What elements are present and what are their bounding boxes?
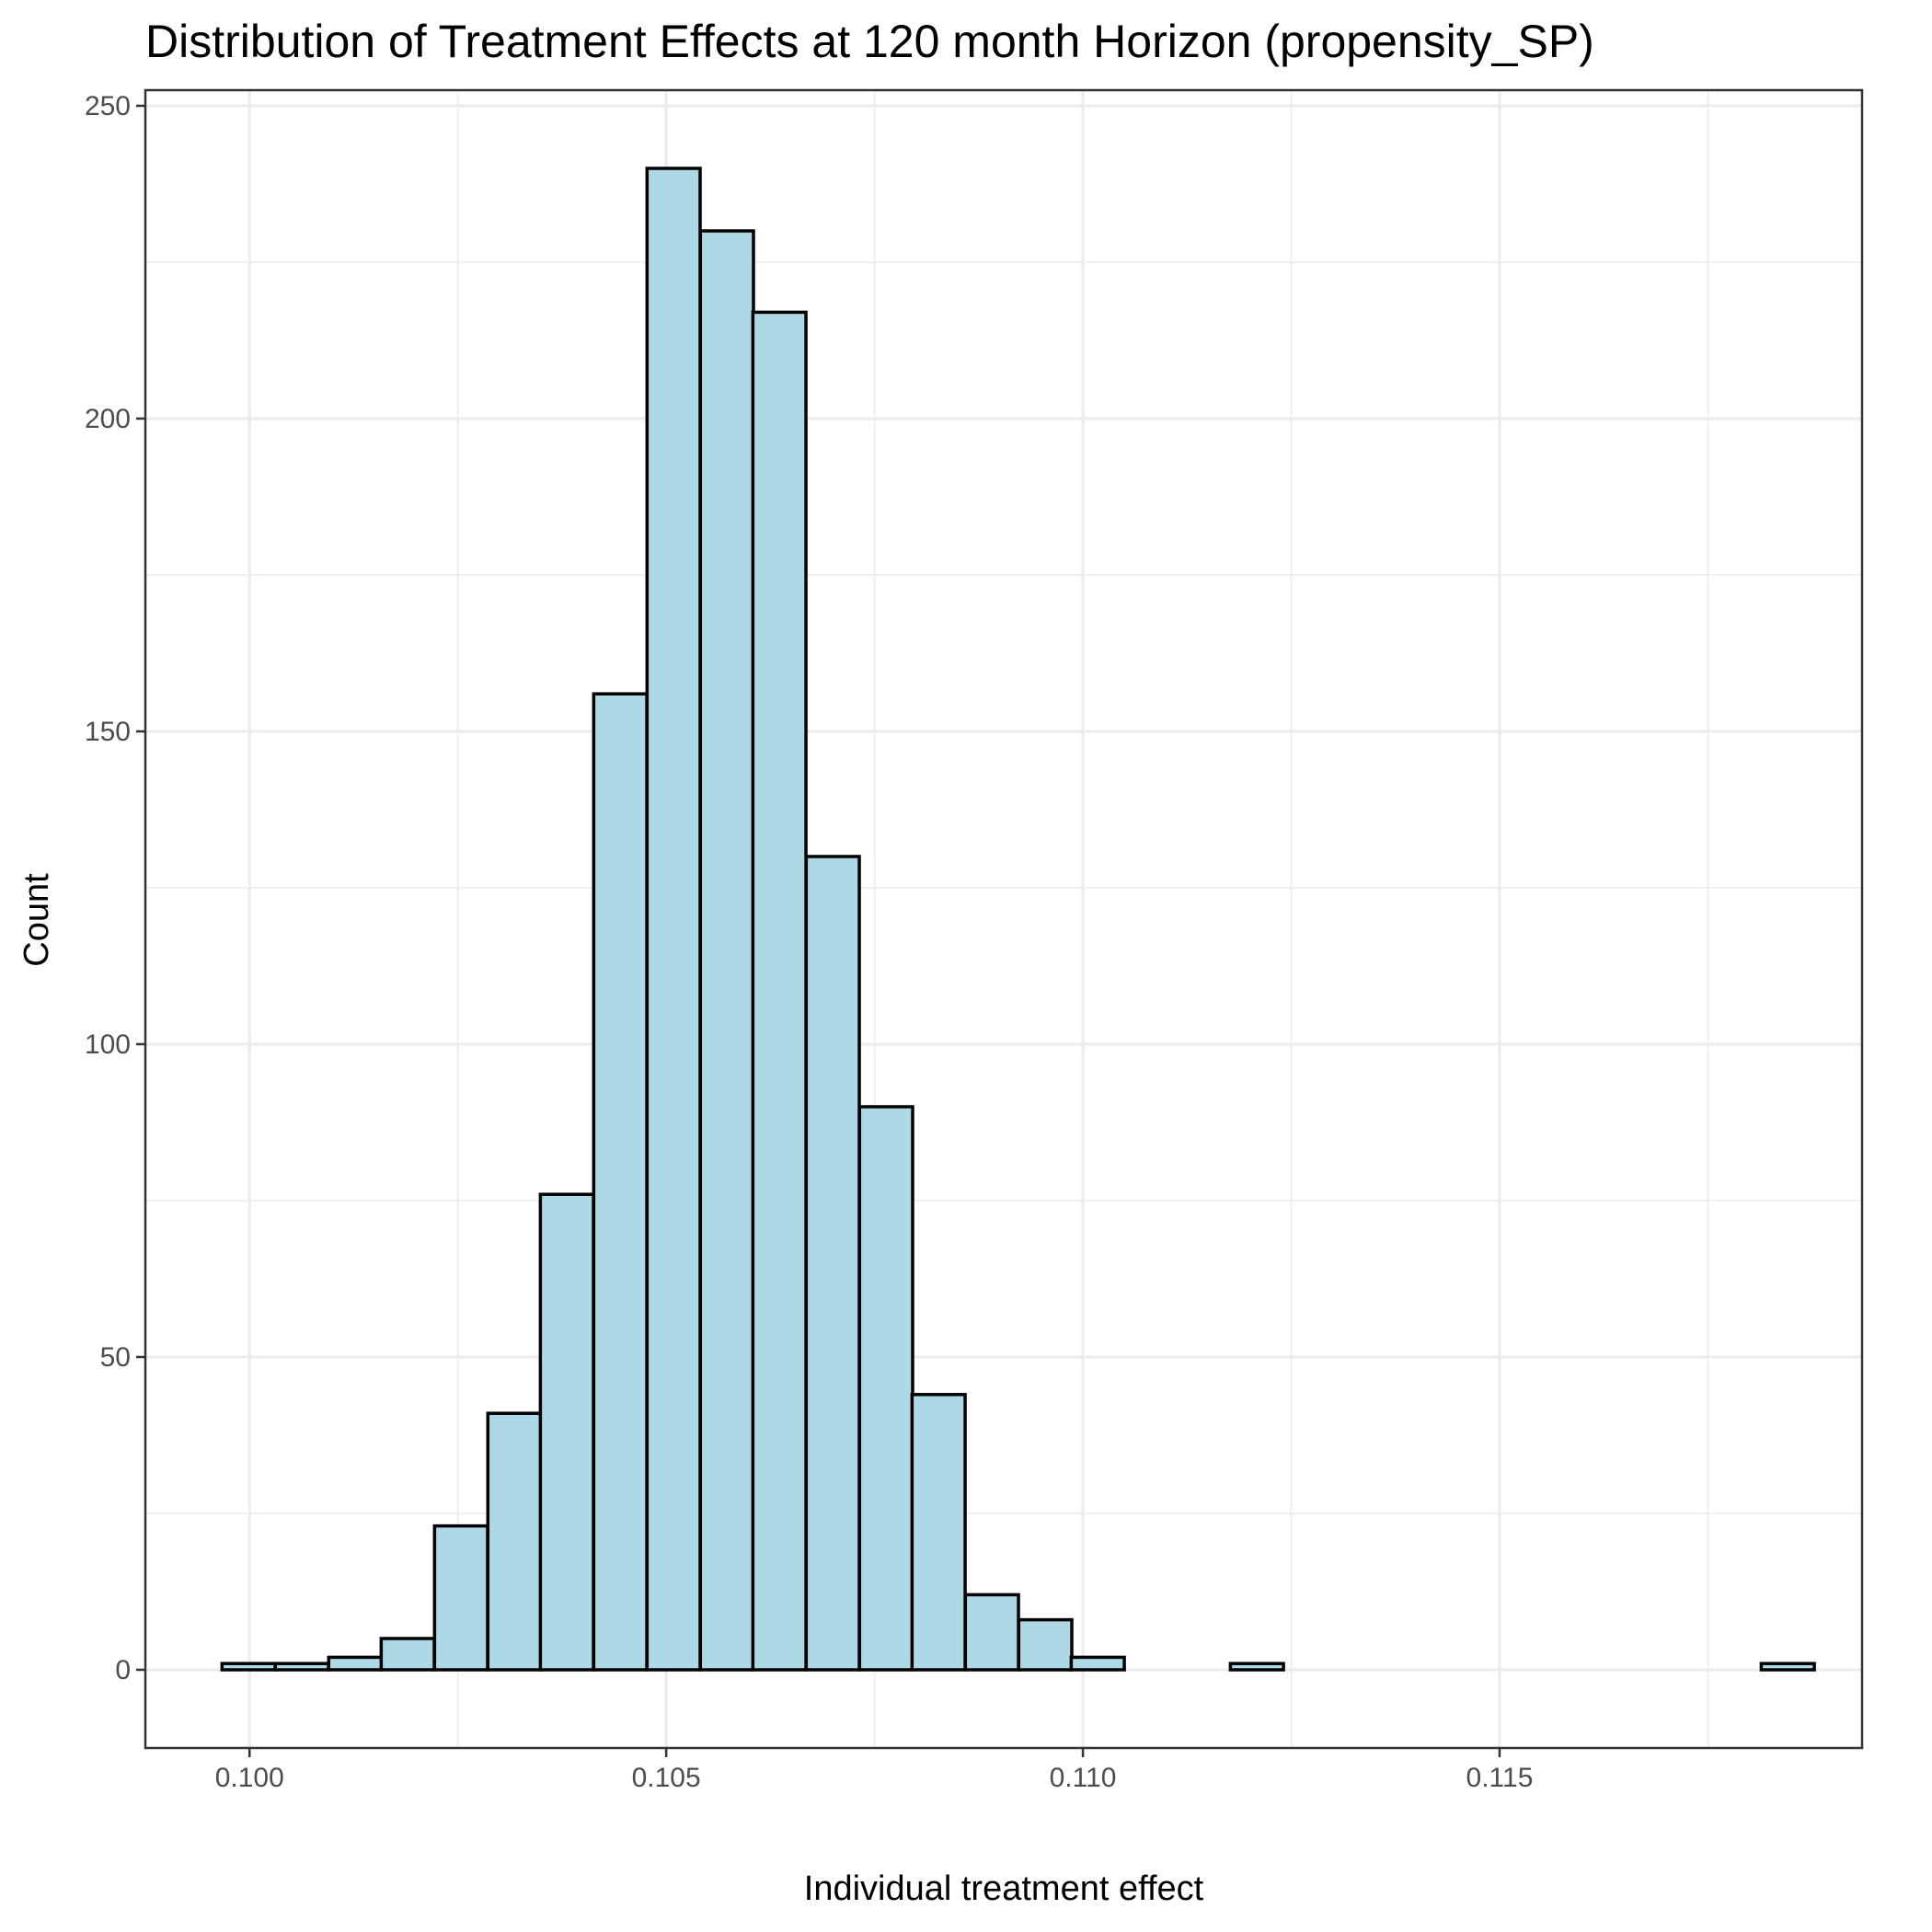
- histogram-bar: [592, 692, 649, 1672]
- x-axis: 0.100 0.105 0.110 0.115: [215, 1748, 1534, 1793]
- grid-layer: [145, 90, 1862, 1748]
- histogram-bar: [1759, 1662, 1816, 1672]
- histogram-bar: [1069, 1655, 1126, 1672]
- bars-layer: [220, 167, 1816, 1672]
- y-tick-label: 0: [115, 1655, 131, 1685]
- histogram-bar: [486, 1411, 543, 1672]
- y-tick-label: 200: [85, 404, 131, 434]
- x-axis-title: Individual treatment effect: [804, 1869, 1204, 1908]
- y-axis: 0 50 100 150 200 250: [85, 91, 145, 1685]
- histogram-bar: [327, 1655, 384, 1672]
- histogram-bar: [857, 1105, 914, 1672]
- histogram-bar: [963, 1593, 1020, 1672]
- y-tick-label: 50: [100, 1342, 131, 1373]
- histogram-bar: [910, 1393, 967, 1672]
- histogram-bar: [220, 1662, 277, 1672]
- y-tick-label: 250: [85, 91, 131, 121]
- histogram-bar: [1017, 1617, 1074, 1672]
- y-axis-title: Count: [17, 873, 56, 967]
- x-tick-label: 0.115: [1466, 1763, 1534, 1793]
- chart-title: Distribution of Treatment Effects at 120…: [145, 16, 1594, 67]
- histogram-bar: [698, 229, 755, 1672]
- histogram-bar: [1228, 1662, 1285, 1672]
- histogram-bar: [804, 855, 861, 1672]
- y-tick-label: 100: [85, 1029, 131, 1060]
- histogram-bar: [432, 1524, 489, 1672]
- x-tick-label: 0.110: [1050, 1763, 1117, 1793]
- histogram-bar: [273, 1662, 330, 1672]
- x-tick-label: 0.105: [632, 1763, 701, 1793]
- histogram-bar: [379, 1637, 436, 1672]
- x-tick-label: 0.100: [215, 1763, 284, 1793]
- panel-border: [144, 88, 1864, 1750]
- y-tick-label: 150: [85, 717, 131, 747]
- histogram-bar: [538, 1192, 595, 1672]
- histogram-bar: [751, 310, 808, 1672]
- histogram-bar: [645, 167, 702, 1672]
